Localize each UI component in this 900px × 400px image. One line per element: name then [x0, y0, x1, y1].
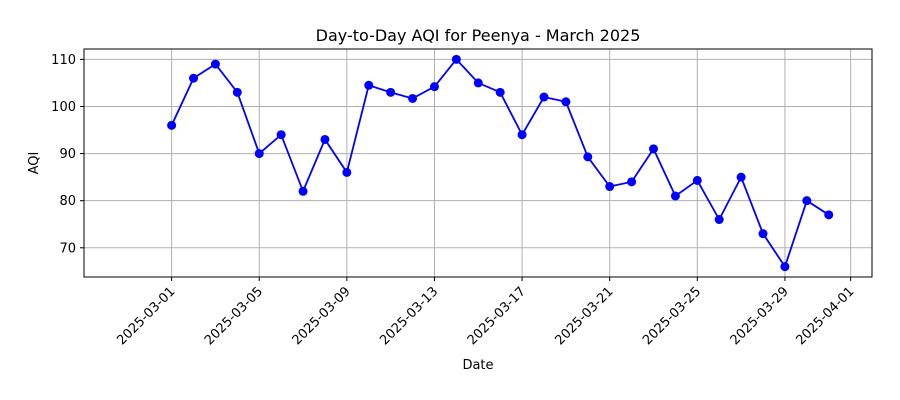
data-point	[627, 177, 637, 187]
grid-lines	[84, 49, 872, 277]
data-point	[342, 167, 352, 177]
data-point	[802, 196, 812, 206]
y-tick-label: 90	[59, 147, 76, 162]
data-point	[670, 191, 680, 201]
y-tick-label: 110	[51, 53, 76, 68]
data-point	[298, 186, 308, 196]
data-point	[167, 120, 177, 130]
data-point	[254, 149, 264, 159]
data-point	[692, 175, 702, 185]
data-point	[189, 73, 199, 83]
data-point	[495, 87, 505, 97]
data-point	[780, 262, 790, 272]
y-tick-label: 70	[59, 241, 76, 256]
x-axis-label: Date	[462, 358, 493, 373]
x-tick-label: 2025-03-13	[377, 284, 441, 348]
data-point	[605, 182, 615, 192]
x-tick-label: 2025-03-17	[465, 284, 529, 348]
x-tick-label: 2025-03-21	[552, 284, 616, 348]
y-tick-label: 100	[51, 100, 76, 115]
data-point	[736, 172, 746, 182]
data-point	[649, 144, 659, 154]
data-point	[451, 54, 461, 64]
x-tick-label: 2025-03-29	[728, 284, 792, 348]
y-axis-label: AQI	[27, 152, 42, 175]
x-tick-label: 2025-04-01	[793, 284, 857, 348]
chart-title: Day-to-Day AQI for Peenya - March 2025	[316, 26, 641, 45]
data-point	[824, 210, 834, 220]
data-point	[364, 80, 374, 90]
data-point	[232, 87, 242, 97]
plot-frame	[83, 48, 873, 278]
data-point	[386, 87, 396, 97]
x-tick-label: 2025-03-25	[640, 284, 704, 348]
data-point	[583, 152, 593, 162]
data-point	[561, 97, 571, 107]
data-point	[320, 134, 330, 144]
data-point	[539, 92, 549, 102]
series-layer	[167, 54, 834, 272]
x-tick-label: 2025-03-05	[202, 284, 266, 348]
y-tick-label: 80	[59, 194, 76, 209]
data-point	[408, 93, 418, 103]
x-tick-label: 2025-03-09	[290, 284, 354, 348]
x-tick-label: 2025-03-01	[114, 284, 178, 348]
data-point	[758, 229, 768, 239]
data-point	[210, 59, 220, 69]
data-point	[429, 82, 439, 92]
data-point	[517, 130, 527, 140]
data-point	[276, 130, 286, 140]
data-point	[473, 78, 483, 88]
data-point	[714, 215, 724, 225]
